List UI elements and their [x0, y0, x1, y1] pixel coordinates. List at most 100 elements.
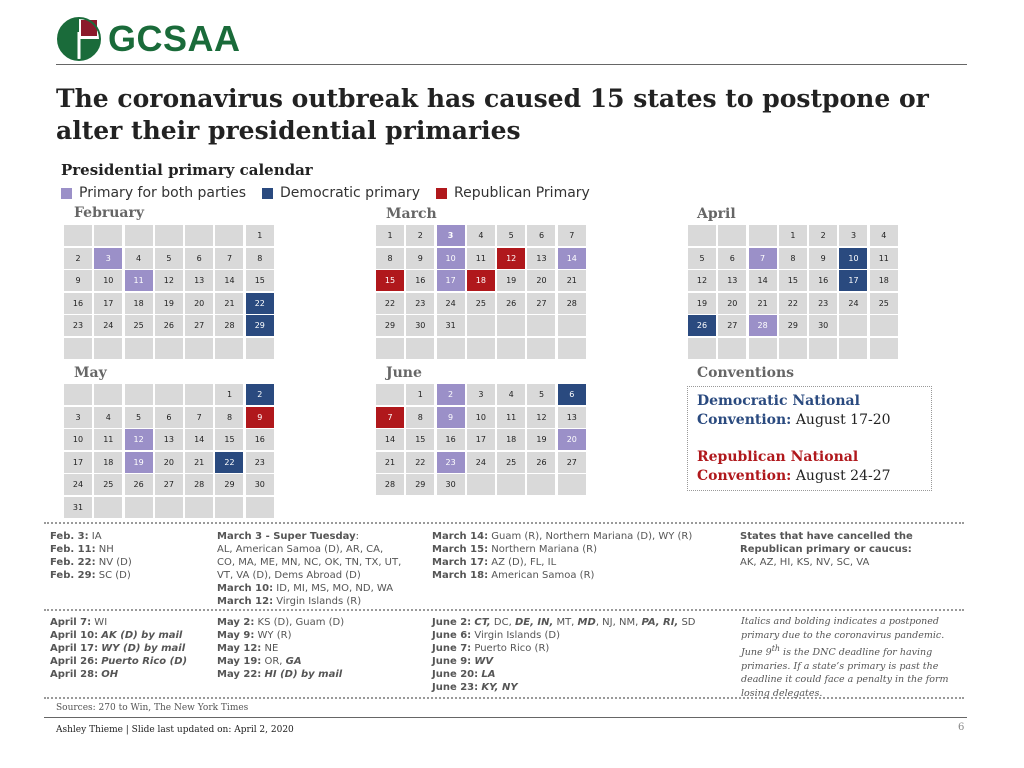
- calendar-day-21: 21: [376, 451, 404, 473]
- calendar-day-2: 2: [809, 225, 838, 246]
- calendar-day-31: 31: [436, 315, 465, 337]
- note-line: Feb. 22: NV (D): [50, 557, 132, 568]
- note-line: March 18: American Samoa (R): [432, 570, 595, 581]
- note-line: April 26: Puerto Rico (D): [50, 656, 188, 667]
- note-line: AL, American Samoa (D), AR, CA,: [217, 544, 384, 555]
- note-line: March 12: Virgin Islands (R): [217, 596, 362, 607]
- note-line: CO, MA, ME, MN, NC, OK, TN, TX, UT,: [217, 557, 402, 568]
- calendar-day-16: 16: [245, 429, 274, 451]
- calendar-day-24: 24: [436, 292, 465, 314]
- calendar-day-29: 29: [215, 474, 244, 496]
- calendar-day-11: 11: [869, 247, 898, 269]
- dem-convention-date: August 17-20: [795, 412, 891, 428]
- note-line: May 22: HI (D) by mail: [217, 669, 343, 680]
- calendar-april: 1 2 3 4 5 6 7 8 9 10 11 12 13 14 15 16 17 18 19 20 21 22 23 24 2…: [688, 225, 898, 359]
- calendar-day-7: 7: [376, 406, 404, 428]
- note-line: May 19: OR, GA: [217, 656, 302, 667]
- calendar-day-3: 3: [466, 384, 495, 405]
- calendar-day-10: 10: [436, 247, 465, 269]
- calendar-empty-cell: [839, 337, 868, 359]
- calendar-day-17: 17: [64, 451, 92, 473]
- calendar-day-23: 23: [406, 292, 435, 314]
- calendar-day-16: 16: [436, 429, 465, 451]
- gcsaa-globe-icon: [57, 17, 101, 61]
- postponement-note: Italics and bolding indicates a postpone…: [741, 616, 949, 699]
- calendar-day-15: 15: [406, 429, 435, 451]
- calendar-day-20: 20: [557, 429, 586, 451]
- rep-convention-date: August 24-27: [795, 468, 891, 484]
- calendar-day-15: 15: [778, 270, 807, 292]
- calendar-day-17: 17: [94, 292, 123, 314]
- calendar-empty-cell: [809, 337, 838, 359]
- notes-february: Feb. 3: IA Feb. 11: NH Feb. 22: NV (D) Feb.…: [50, 530, 132, 582]
- calendar-day-19: 19: [154, 292, 183, 314]
- calendar-empty-cell: [527, 337, 556, 359]
- calendar-empty-cell: [154, 384, 183, 405]
- calendar-empty-cell: [376, 337, 404, 359]
- calendar-day-27: 27: [718, 315, 747, 337]
- page-number: 6: [958, 722, 965, 733]
- calendar-day-23: 23: [809, 292, 838, 314]
- calendar-day-4: 4: [869, 225, 898, 246]
- calendar-day-28: 28: [557, 292, 586, 314]
- calendar-day-8: 8: [215, 406, 244, 428]
- calendar-day-6: 6: [718, 247, 747, 269]
- calendar-day-24: 24: [839, 292, 868, 314]
- calendar-day-2: 2: [245, 384, 274, 405]
- calendar-day-5: 5: [527, 384, 556, 405]
- calendar-day-27: 27: [154, 474, 183, 496]
- calendar-day-5: 5: [497, 225, 526, 246]
- calendar-day-4: 4: [466, 225, 495, 246]
- calendar-empty-cell: [215, 225, 244, 246]
- calendar-empty-cell: [869, 337, 898, 359]
- calendar-empty-cell: [185, 225, 214, 246]
- calendar-empty-cell: [497, 337, 526, 359]
- calendar-day-29: 29: [778, 315, 807, 337]
- calendar-day-13: 13: [154, 429, 183, 451]
- calendar-day-2: 2: [436, 384, 465, 405]
- calendar-day-20: 20: [154, 451, 183, 473]
- notes-june-rest: June 6: Virgin Islands (D) June 7: Puerto…: [432, 629, 696, 694]
- header-rule: [56, 64, 967, 65]
- calendar-day-19: 19: [688, 292, 716, 314]
- calendar-day-1: 1: [215, 384, 244, 405]
- calendar-day-13: 13: [557, 406, 586, 428]
- month-title-april: April: [697, 206, 736, 222]
- calendar-day-23: 23: [64, 315, 92, 337]
- calendar-day-1: 1: [778, 225, 807, 246]
- calendar-empty-cell: [94, 337, 123, 359]
- calendar-day-10: 10: [466, 406, 495, 428]
- footer-credit: Ashley Thieme | Slide last updated on: A…: [56, 725, 294, 735]
- calendar-day-29: 29: [376, 315, 404, 337]
- calendar-day-26: 26: [688, 315, 716, 337]
- calendar-day-24: 24: [64, 474, 92, 496]
- calendar-day-22: 22: [215, 451, 244, 473]
- month-title-february: February: [74, 205, 145, 221]
- june-2-line: June 2: CT, DC, DE, IN, MT, MD, NJ, NM, …: [432, 617, 696, 628]
- calendar-day-19: 19: [124, 451, 153, 473]
- calendar-day-6: 6: [154, 406, 183, 428]
- calendar-day-14: 14: [215, 270, 244, 292]
- calendar-empty-cell: [406, 337, 435, 359]
- calendar-day-4: 4: [497, 384, 526, 405]
- calendar-march: 1 2 3 4 5 6 7 8 9 10 11 12 13 14 15 16 17 18 19 20 21 22 23 24 2…: [376, 225, 586, 359]
- calendar-empty-cell: [154, 337, 183, 359]
- calendar-empty-cell: [124, 496, 153, 518]
- calendar-empty-cell: [466, 474, 495, 496]
- calendar-day-10: 10: [94, 270, 123, 292]
- calendar-day-16: 16: [64, 292, 92, 314]
- notes-june: June 2: CT, DC, DE, IN, MT, MD, NJ, NM, …: [432, 616, 696, 694]
- calendar-day-18: 18: [124, 292, 153, 314]
- calendar-june: 1 2 3 4 5 6 7 8 9 10 11 12 13 14 15 16 17 18 19 20 21 22 23 24 2…: [376, 384, 586, 496]
- calendar-day-16: 16: [406, 270, 435, 292]
- calendar-day-17: 17: [466, 429, 495, 451]
- calendar-empty-cell: [718, 337, 747, 359]
- note-line: June 7: Puerto Rico (R): [432, 643, 550, 654]
- note-line: April 7: WI: [50, 617, 108, 628]
- calendar-day-14: 14: [557, 247, 586, 269]
- calendar-day-8: 8: [778, 247, 807, 269]
- calendar-day-15: 15: [245, 270, 274, 292]
- notes-may: May 2: KS (D), Guam (D) May 9: WY (R) May …: [217, 616, 344, 681]
- rep-convention: Republican National Convention: August 2…: [697, 448, 922, 486]
- calendar-day-13: 13: [527, 247, 556, 269]
